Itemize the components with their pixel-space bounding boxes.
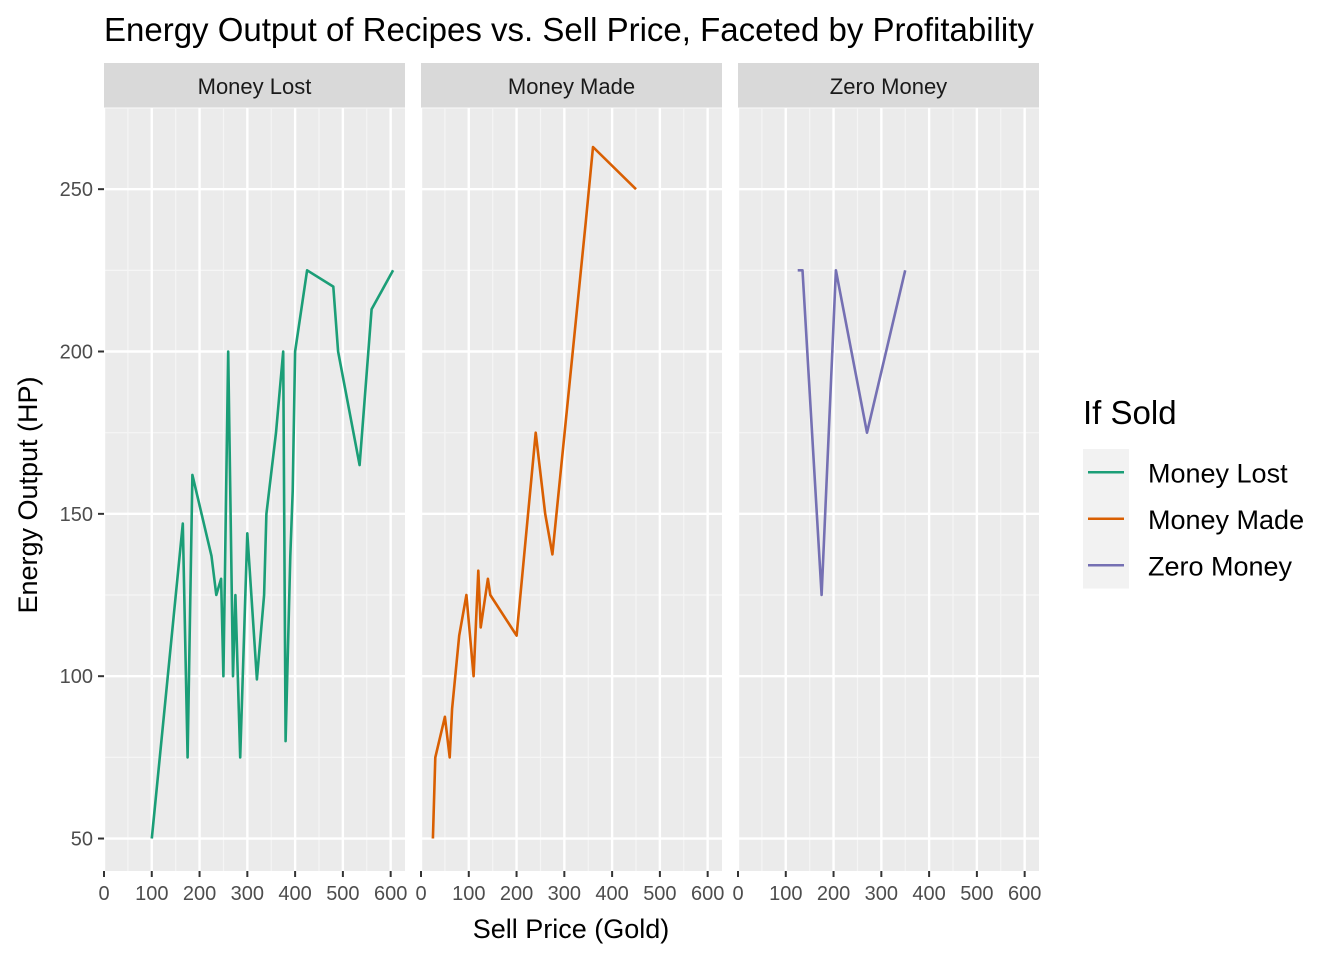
panel-background <box>738 108 1039 871</box>
x-tick-label: 600 <box>1008 883 1041 905</box>
x-axis-label: Sell Price (Gold) <box>473 914 670 944</box>
legend-entry-label: Money Lost <box>1148 458 1288 488</box>
x-tick-label: 400 <box>912 883 945 905</box>
facet-strip-label: Zero Money <box>830 74 947 99</box>
x-tick-label: 400 <box>595 883 628 905</box>
legend-entry-label: Zero Money <box>1148 551 1293 581</box>
y-tick-label: 100 <box>60 666 93 688</box>
x-tick-label: 500 <box>643 883 676 905</box>
x-tick-label: 100 <box>135 883 168 905</box>
facet-strip <box>738 63 1039 108</box>
series-line-money-made <box>431 145 637 839</box>
facet-panel: Money Lost 0 100 200 300 400 500 600 50 100 150 200… <box>60 63 407 905</box>
x-tick-label: 0 <box>732 883 743 905</box>
facets: Money Lost 0 100 200 300 400 500 600 50 100 150 200… <box>60 63 1041 905</box>
panel-background <box>104 108 405 871</box>
x-tick-label: 200 <box>817 883 850 905</box>
x-tick-label: 200 <box>500 883 533 905</box>
y-tick-label: 50 <box>71 829 93 851</box>
x-tick-label: 300 <box>865 883 898 905</box>
x-tick-label: 100 <box>769 883 802 905</box>
y-tick-label: 250 <box>60 179 93 201</box>
legend-title: If Sold <box>1083 394 1177 431</box>
legend-entry-label: Money Made <box>1148 505 1304 535</box>
series-line-money-lost <box>150 268 395 839</box>
facet-strip-label: Money Lost <box>198 74 312 99</box>
facet-strip <box>104 63 405 108</box>
x-tick-label: 400 <box>278 883 311 905</box>
series-line-zero-money <box>797 268 907 597</box>
legend: If Sold Money Lost Money Made Zero Money <box>1083 394 1304 589</box>
x-tick-label: 600 <box>691 883 724 905</box>
x-tick-label: 500 <box>960 883 993 905</box>
x-tick-label: 0 <box>98 883 109 905</box>
facet-strip <box>421 63 722 108</box>
facet-strip-label: Money Made <box>508 74 635 99</box>
facet-panel: Zero Money 0 100 200 300 400 500 600 <box>732 63 1041 905</box>
y-tick-label: 200 <box>60 342 93 364</box>
x-tick-label: 300 <box>548 883 581 905</box>
x-tick-label: 600 <box>374 883 407 905</box>
y-axis-label: Energy Output (HP) <box>13 376 43 613</box>
x-tick-label: 0 <box>415 883 426 905</box>
x-tick-label: 500 <box>326 883 359 905</box>
x-tick-label: 200 <box>183 883 216 905</box>
x-tick-label: 100 <box>452 883 485 905</box>
chart-title: Energy Output of Recipes vs. Sell Price,… <box>104 11 1034 48</box>
panel-background <box>421 108 722 871</box>
x-tick-label: 300 <box>231 883 264 905</box>
facet-panel: Money Made 0 100 200 300 400 500 600 <box>415 63 724 905</box>
y-tick-label: 150 <box>60 504 93 526</box>
